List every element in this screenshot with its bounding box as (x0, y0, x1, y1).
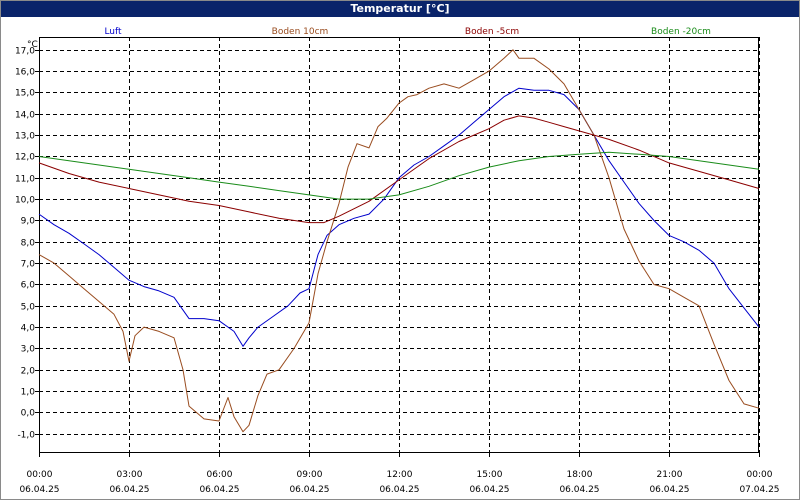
x-tick-date-label: 06.04.25 (649, 485, 689, 495)
x-tick-date-label: 06.04.25 (199, 485, 239, 495)
x-tick-date-label: 06.04.25 (19, 485, 59, 495)
y-tick-label: 8,0 (21, 239, 36, 249)
y-axis-unit-label: °C (27, 40, 38, 50)
x-tick-time-label: 21:00 (657, 470, 683, 480)
y-tick-label: 2,0 (21, 367, 36, 377)
x-tick-date-label: 06.04.25 (109, 485, 149, 495)
y-tick-label: 15,0 (15, 89, 35, 99)
series-line-boden-5cm (38, 115, 760, 224)
x-tick-time-label: 00:00 (27, 470, 53, 480)
x-tick-date-label: 06.04.25 (469, 485, 509, 495)
y-tick-label: 6,0 (21, 281, 36, 291)
x-tick-time-label: 09:00 (297, 470, 323, 480)
y-tick-label: 9,0 (21, 217, 36, 227)
y-tick-label: 4,0 (21, 324, 36, 334)
y-tick-label: 11,0 (15, 175, 35, 185)
legend-entry: Luft (104, 27, 122, 37)
y-tick-label: 12,0 (15, 153, 35, 163)
y-tick-label: -1,0 (17, 431, 35, 441)
legend-entry: Boden 10cm (272, 27, 329, 37)
series-line-boden-10cm (38, 49, 760, 433)
series-line-boden-20cm (38, 151, 760, 200)
x-tick-time-label: 12:00 (387, 470, 413, 480)
x-tick-time-label: 00:00 (747, 470, 773, 480)
y-tick-label: 0,0 (21, 409, 36, 419)
legend-entry: Boden -20cm (651, 27, 711, 37)
y-tick-label: 5,0 (21, 303, 36, 313)
y-tick-label: 13,0 (15, 132, 35, 142)
y-tick-label: 7,0 (21, 260, 36, 270)
chart-title: Temperatur [°C] (1, 1, 799, 17)
y-tick-label: 17,0 (15, 47, 35, 57)
x-tick-date-label: 06.04.25 (379, 485, 419, 495)
x-tick-time-label: 06:00 (207, 470, 233, 480)
y-tick-label: 16,0 (15, 68, 35, 78)
x-tick-date-label: 06.04.25 (559, 485, 599, 495)
series-line-luft (38, 87, 760, 347)
y-tick-label: 10,0 (15, 196, 35, 206)
y-tick-label: 14,0 (15, 111, 35, 121)
x-tick-time-label: 03:00 (117, 470, 143, 480)
x-tick-date-label: 06.04.25 (289, 485, 329, 495)
legend-entry: Boden -5cm (465, 27, 519, 37)
y-tick-label: 3,0 (21, 345, 36, 355)
y-tick-label: 1,0 (21, 388, 36, 398)
plot-border (39, 37, 759, 453)
x-tick-time-label: 15:00 (477, 470, 503, 480)
x-tick-date-label: 07.04.25 (739, 485, 779, 495)
x-tick-time-label: 18:00 (567, 470, 593, 480)
